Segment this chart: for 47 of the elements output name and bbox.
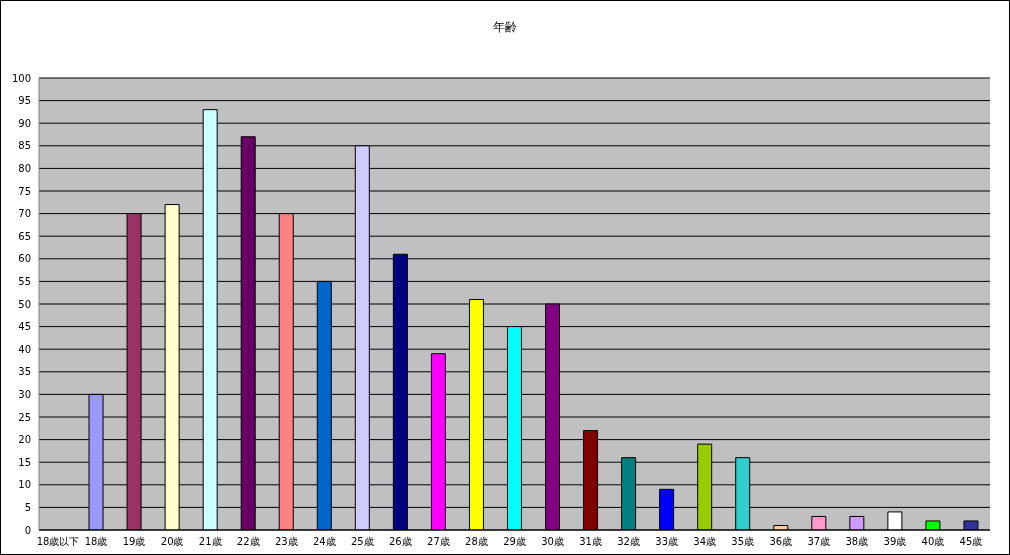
- chart-title: 年齢: [492, 19, 518, 36]
- y-tick-label: 55: [18, 275, 31, 287]
- x-tick-label: 19歳: [122, 536, 146, 548]
- y-tick-label: 70: [18, 208, 31, 220]
- y-tick-label: 100: [11, 72, 31, 84]
- x-tick-label: 40歳: [921, 536, 945, 548]
- x-tick-label: 39歳: [883, 536, 907, 548]
- y-tick-label: 20: [18, 434, 31, 446]
- y-tick-label: 90: [18, 117, 31, 129]
- x-tick-label: 20歳: [160, 536, 184, 548]
- x-tick-label: 26歳: [389, 536, 412, 548]
- x-tick-label: 32歳: [617, 536, 640, 548]
- x-tick-label: 38歳: [845, 536, 869, 548]
- x-tick-label: 36歳: [769, 536, 793, 548]
- x-tick-label: 35歳: [731, 536, 755, 548]
- x-tick-label: 45歳: [959, 536, 983, 548]
- y-tick-label: 85: [18, 140, 31, 152]
- y-tick-label: 0: [24, 524, 31, 536]
- x-tick-label: 21歳: [198, 536, 222, 548]
- x-tick-label: 18歳以下: [36, 536, 80, 548]
- x-tick-label: 30歳: [541, 536, 564, 548]
- x-tick-label: 18歳: [84, 536, 108, 548]
- x-tick-label: 22歳: [236, 536, 260, 548]
- x-tick-label: 33歳: [655, 536, 679, 548]
- y-tick-label: 10: [18, 479, 31, 491]
- x-tick-label: 34歳: [693, 536, 717, 548]
- y-tick-label: 75: [18, 185, 31, 197]
- y-tick-label: 50: [18, 298, 31, 310]
- y-tick-label: 60: [18, 253, 31, 265]
- y-tick-label: 40: [18, 343, 31, 355]
- x-tick-label: 31歳: [579, 536, 602, 548]
- x-tick-label: 23歳: [274, 536, 298, 548]
- y-tick-label: 30: [18, 388, 31, 400]
- x-tick-label: 24歳: [312, 536, 336, 548]
- x-tick-label: 27歳: [427, 536, 450, 548]
- y-tick-label: 65: [18, 230, 31, 242]
- y-tick-label: 25: [18, 411, 31, 423]
- y-tick-label: 5: [24, 501, 31, 513]
- x-tick-label: 28歳: [465, 536, 488, 548]
- y-tick-label: 95: [18, 95, 31, 107]
- y-tick-label: 15: [18, 456, 31, 468]
- x-tick-label: 25歳: [350, 536, 374, 548]
- x-tick-label: 37歳: [807, 536, 831, 548]
- y-tick-label: 45: [18, 321, 31, 333]
- y-tick-label: 35: [18, 366, 31, 378]
- x-tick-label: 29歳: [503, 536, 526, 548]
- y-tick-label: 80: [18, 162, 31, 174]
